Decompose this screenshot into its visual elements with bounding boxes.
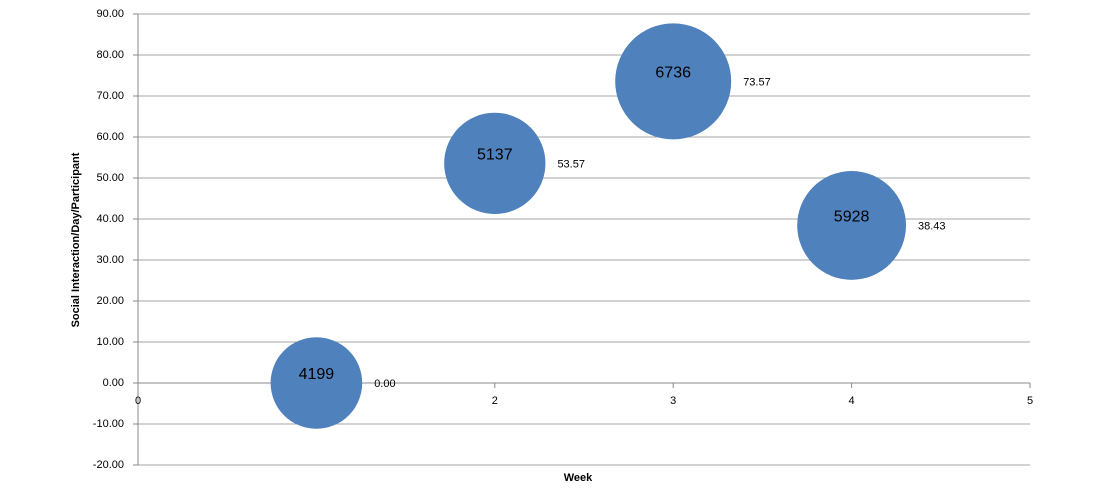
- value-label: 0.00: [374, 378, 395, 390]
- y-tick-label: 50.00: [96, 172, 124, 184]
- y-tick-label: 60.00: [96, 131, 124, 143]
- y-tick-label: -20.00: [93, 459, 124, 471]
- x-axis-label: Week: [564, 472, 593, 484]
- value-label: 73.57: [743, 76, 771, 88]
- value-label: 53.57: [557, 158, 585, 170]
- x-tick-label: 3: [670, 395, 676, 407]
- bubble-size-label: 5137: [477, 147, 513, 164]
- y-tick-label: 20.00: [96, 295, 124, 307]
- y-tick-label: 80.00: [96, 49, 124, 61]
- bubble-size-label: 5928: [834, 209, 870, 226]
- x-tick-label: 4: [849, 395, 855, 407]
- bubble: [615, 23, 732, 140]
- x-tick-label: 2: [492, 395, 498, 407]
- y-tick-label: 30.00: [96, 254, 124, 266]
- y-tick-label: 70.00: [96, 90, 124, 102]
- value-label: 38.43: [918, 220, 946, 232]
- x-tick-label: 0: [135, 395, 141, 407]
- bubble: [444, 112, 546, 215]
- x-tick-label: 5: [1027, 395, 1033, 407]
- bubble-size-label: 4199: [299, 366, 335, 383]
- bubble: [270, 337, 363, 429]
- bubble-size-label: 6736: [655, 65, 691, 82]
- bubble: [797, 171, 907, 280]
- y-tick-label: -10.00: [93, 418, 124, 430]
- y-tick-label: 10.00: [96, 336, 124, 348]
- y-tick-label: 40.00: [96, 213, 124, 225]
- y-tick-label: 90.00: [96, 8, 124, 20]
- y-axis-label: Social Interaction/Day/Participant: [70, 152, 82, 327]
- y-tick-label: 0.00: [103, 377, 124, 389]
